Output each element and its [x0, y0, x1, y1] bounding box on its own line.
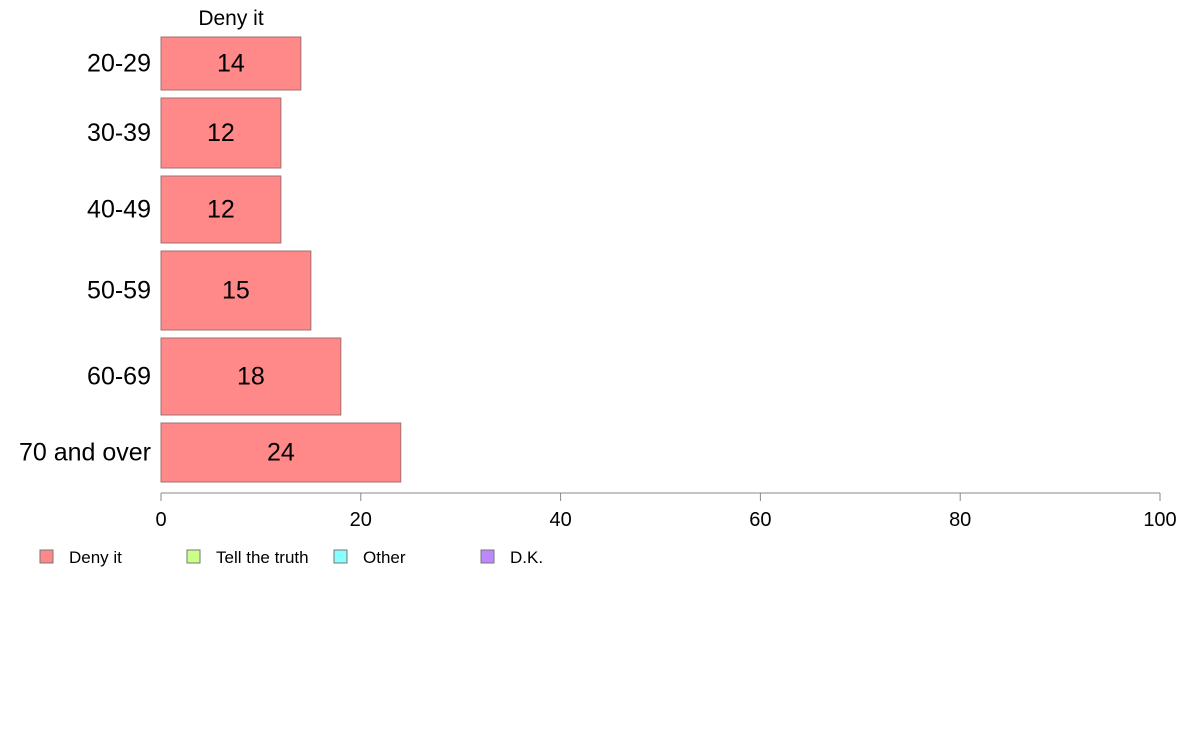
x-tick-label: 60 [749, 509, 771, 531]
category-label: 70 and over [19, 439, 151, 467]
x-tick-label: 20 [350, 509, 372, 531]
legend-label: Deny it [69, 548, 122, 567]
legend-label: Tell the truth [216, 548, 309, 567]
bar [160, 175, 282, 244]
series-title: Deny it [198, 7, 264, 30]
value-label: 14 [217, 50, 245, 78]
legend-swatch [186, 549, 201, 564]
x-tick-label: 100 [1143, 509, 1176, 531]
legend-label: Other [363, 548, 406, 567]
category-label: 30-39 [87, 119, 151, 147]
x-tick-label: 80 [949, 509, 971, 531]
value-label: 18 [237, 363, 265, 391]
value-label: 15 [222, 277, 250, 305]
value-label: 12 [207, 119, 235, 147]
category-label: 60-69 [87, 363, 151, 391]
legend: Deny it Tell the truth Other D.K. [39, 548, 543, 567]
x-tick-label: 0 [155, 509, 166, 531]
bar [160, 250, 312, 331]
bar [160, 337, 342, 416]
x-axis: 0 20 40 60 80 100 [155, 492, 1177, 531]
legend-swatch [480, 549, 495, 564]
x-tick-label: 40 [549, 509, 571, 531]
legend-swatch [333, 549, 348, 564]
legend-swatch [39, 549, 54, 564]
bar [160, 36, 302, 91]
bars-group: 14 20-29 12 30-39 12 40-49 15 50-59 18 60-69 24 70 … [19, 36, 402, 483]
value-label: 12 [207, 196, 235, 224]
category-label: 50-59 [87, 277, 151, 305]
category-label: 20-29 [87, 50, 151, 78]
bar [160, 422, 402, 483]
bar [160, 97, 282, 169]
value-label: 24 [267, 439, 295, 467]
category-label: 40-49 [87, 196, 151, 224]
legend-label: D.K. [510, 548, 543, 567]
